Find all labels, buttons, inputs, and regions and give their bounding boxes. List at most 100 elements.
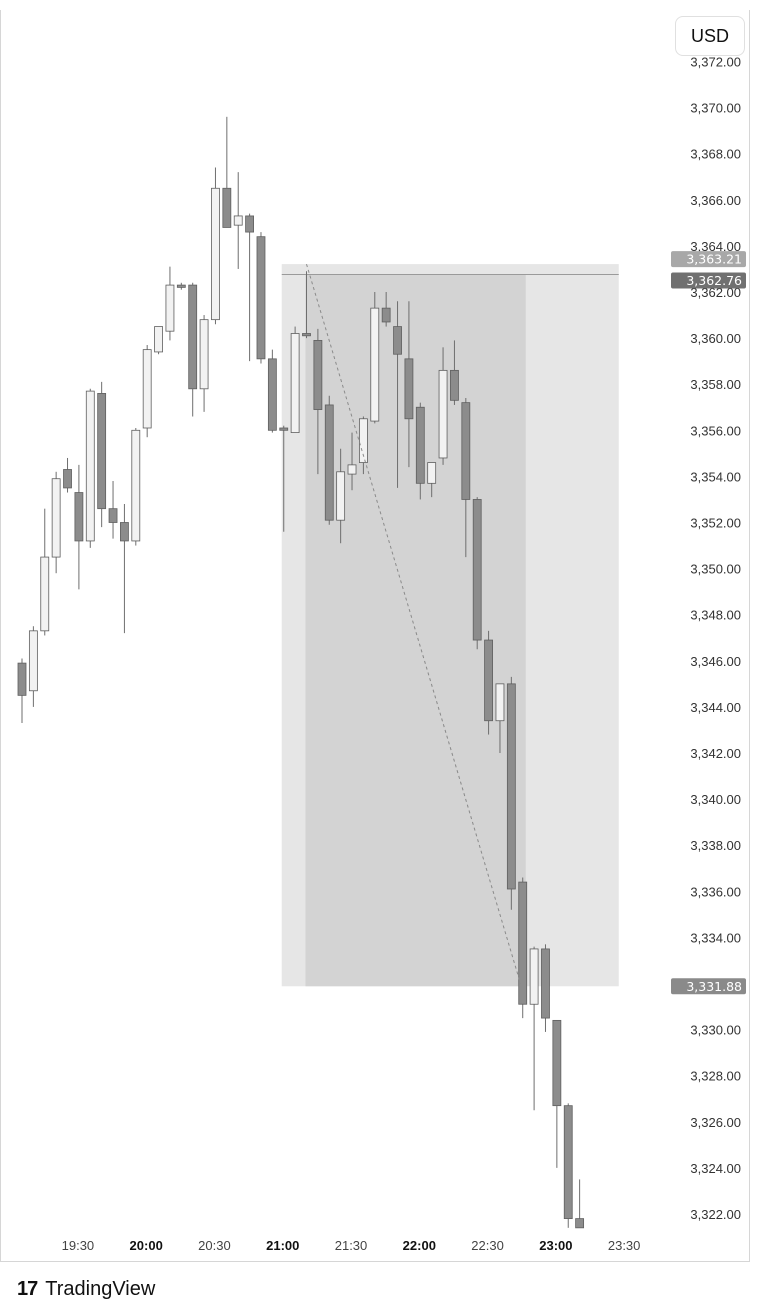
- candle-body: [552, 1019, 562, 1107]
- trade-path-line: [306, 263, 522, 985]
- candle-body: [450, 369, 459, 401]
- candle-body: [438, 369, 448, 459]
- y-tick-label: 3,330.00: [690, 1023, 741, 1038]
- y-tick-label: 3,346.00: [690, 654, 741, 669]
- brand: 17 TradingView: [17, 1278, 155, 1301]
- trade-path: [306, 263, 522, 985]
- candle-body: [529, 948, 539, 1005]
- candle-body: [85, 390, 95, 542]
- y-tick-label: 3,342.00: [690, 746, 741, 761]
- y-tick-label: 3,368.00: [690, 147, 741, 162]
- candle-body: [199, 319, 209, 390]
- y-tick-label: 3,354.00: [690, 469, 741, 484]
- x-tick-label: 20:00: [130, 1238, 163, 1253]
- y-tick-label: 3,322.00: [690, 1207, 741, 1222]
- candle-body: [97, 393, 107, 510]
- x-tick-label: 21:00: [266, 1238, 299, 1253]
- candlestick-chart[interactable]: 3,372.00 3,370.00 3,368.00 3,366.00 3,364.00…: [1, 10, 751, 1262]
- price-tag-bg: [671, 272, 746, 289]
- candle-body: [404, 358, 414, 420]
- candles: [17, 116, 585, 1229]
- y-tick-label: 3,360.00: [690, 331, 741, 346]
- x-tick-label: 23:30: [608, 1238, 641, 1253]
- candle-body: [17, 662, 27, 696]
- price-tags: 3,363.21 3,362.76 3,331.88: [671, 251, 746, 995]
- candle-body: [256, 236, 266, 360]
- candle-body: [575, 1218, 585, 1229]
- tradingview-logo-icon: 17: [17, 1278, 38, 1300]
- y-tick-label: 3,364.00: [690, 239, 741, 254]
- candle-body: [233, 215, 243, 226]
- y-tick-label: 3,352.00: [690, 516, 741, 531]
- price-axis: 3,372.00 3,370.00 3,368.00 3,366.00 3,364.00…: [690, 55, 741, 1223]
- candle-body: [518, 881, 528, 1005]
- x-tick-label: 22:00: [403, 1238, 436, 1253]
- candle-body: [279, 427, 289, 431]
- candle-body: [142, 349, 152, 429]
- price-tag-bg: [671, 978, 746, 995]
- candle-body: [393, 326, 402, 355]
- candle-body: [188, 284, 198, 390]
- candle-body: [108, 508, 118, 523]
- chart-frame[interactable]: 3,372.00 3,370.00 3,368.00 3,366.00 3,364.00…: [0, 10, 750, 1262]
- y-tick-label: 3,328.00: [690, 1069, 741, 1084]
- y-tick-label: 3,338.00: [690, 838, 741, 853]
- x-tick-label: 23:00: [539, 1238, 572, 1253]
- y-tick-label: 3,334.00: [690, 930, 741, 945]
- candle-body: [495, 683, 505, 722]
- candle-body: [324, 404, 334, 521]
- y-tick-label: 3,362.00: [690, 285, 741, 300]
- y-tick-label: 3,340.00: [690, 792, 741, 807]
- candle-body: [541, 948, 550, 1019]
- brand-name: TradingView: [45, 1278, 156, 1300]
- y-tick-label: 3,372.00: [690, 55, 741, 70]
- price-tag-bg: [671, 251, 746, 268]
- profit-zone: [305, 274, 526, 987]
- time-axis: 19:30 20:00 20:30 21:00 21:30 22:00 22:30 23:00…: [62, 1238, 641, 1253]
- y-tick-label: 3,324.00: [690, 1161, 741, 1176]
- candle-body: [427, 462, 437, 484]
- candle-body: [51, 478, 61, 558]
- candle-body: [63, 469, 72, 489]
- candle-body: [484, 639, 493, 722]
- candle-body: [381, 307, 391, 323]
- y-tick-label: 3,366.00: [690, 193, 741, 208]
- currency-button[interactable]: USD: [675, 16, 745, 56]
- candle-body: [506, 683, 516, 890]
- y-tick-label: 3,348.00: [690, 608, 741, 623]
- candle-body: [211, 187, 220, 321]
- y-tick-label: 3,356.00: [690, 423, 741, 438]
- y-tick-label: 3,370.00: [690, 101, 741, 116]
- candle-body: [74, 492, 84, 542]
- x-tick-label: 19:30: [62, 1238, 95, 1253]
- candle-body: [313, 340, 323, 410]
- candle-body: [461, 402, 471, 500]
- candle-body: [176, 284, 186, 288]
- candle-body: [290, 333, 300, 434]
- candle-body: [415, 406, 425, 484]
- price-tag-label: 3,362.76: [686, 273, 742, 288]
- y-tick-label: 3,326.00: [690, 1115, 741, 1130]
- candle-body: [358, 418, 368, 463]
- price-tag-label: 3,363.21: [686, 252, 742, 267]
- candle-body: [120, 522, 129, 542]
- price-tag-label: 3,331.88: [686, 979, 742, 994]
- candle-body: [40, 556, 50, 632]
- x-tick-label: 20:30: [198, 1238, 231, 1253]
- candle-body: [370, 307, 380, 422]
- candle-body: [222, 187, 232, 228]
- candle-body: [302, 333, 311, 337]
- candle-body: [165, 284, 175, 332]
- candle-body: [472, 499, 482, 641]
- candle-body: [267, 358, 277, 431]
- candle-body: [563, 1105, 573, 1220]
- candle-body: [28, 630, 38, 692]
- y-tick-label: 3,350.00: [690, 562, 741, 577]
- candle-body: [154, 326, 163, 353]
- candle-body: [131, 429, 141, 542]
- y-tick-label: 3,344.00: [690, 700, 741, 715]
- candle-body: [347, 464, 357, 475]
- x-tick-label: 21:30: [335, 1238, 368, 1253]
- candle-body: [245, 215, 255, 233]
- candle-body: [336, 471, 346, 521]
